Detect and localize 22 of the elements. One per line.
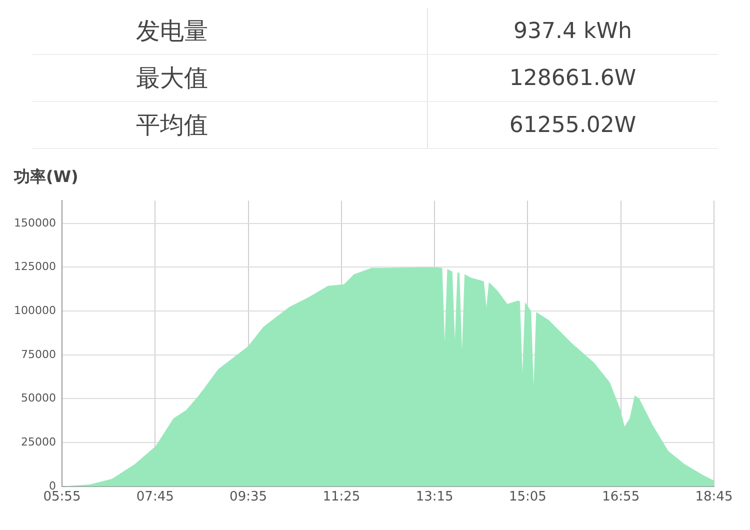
text: 61255.02W [508, 112, 638, 138]
x-tick-label: 07:45 [136, 490, 174, 505]
y-tick-label: 150000 [14, 216, 56, 230]
y-axis-title: 功率(W) [14, 167, 80, 188]
text: 平均值 [32, 102, 428, 148]
x-tick-label: 13:15 [416, 490, 454, 505]
y-tick-label: 100000 [14, 304, 56, 317]
x-tick-label: 11:25 [322, 490, 360, 505]
y-tick-label: 25000 [20, 435, 56, 448]
x-tick-label: 09:35 [230, 490, 268, 505]
y-tick-label: 75000 [20, 348, 56, 361]
x-tick-label: 15:05 [508, 490, 546, 505]
x-tick-label: 05:55 [43, 490, 81, 505]
y-tick-label: 50000 [20, 392, 56, 405]
text: 最大值 [32, 55, 428, 101]
x-tick-label: 18:45 [695, 490, 733, 505]
y-tick-label: 0 [48, 479, 56, 492]
y-tick-label: 125000 [14, 260, 56, 274]
x-tick-label: 16:55 [602, 490, 640, 505]
text: 128661.6W [508, 66, 638, 90]
text: 发电量 [32, 8, 428, 54]
text: 937.4 kWh [512, 18, 633, 44]
